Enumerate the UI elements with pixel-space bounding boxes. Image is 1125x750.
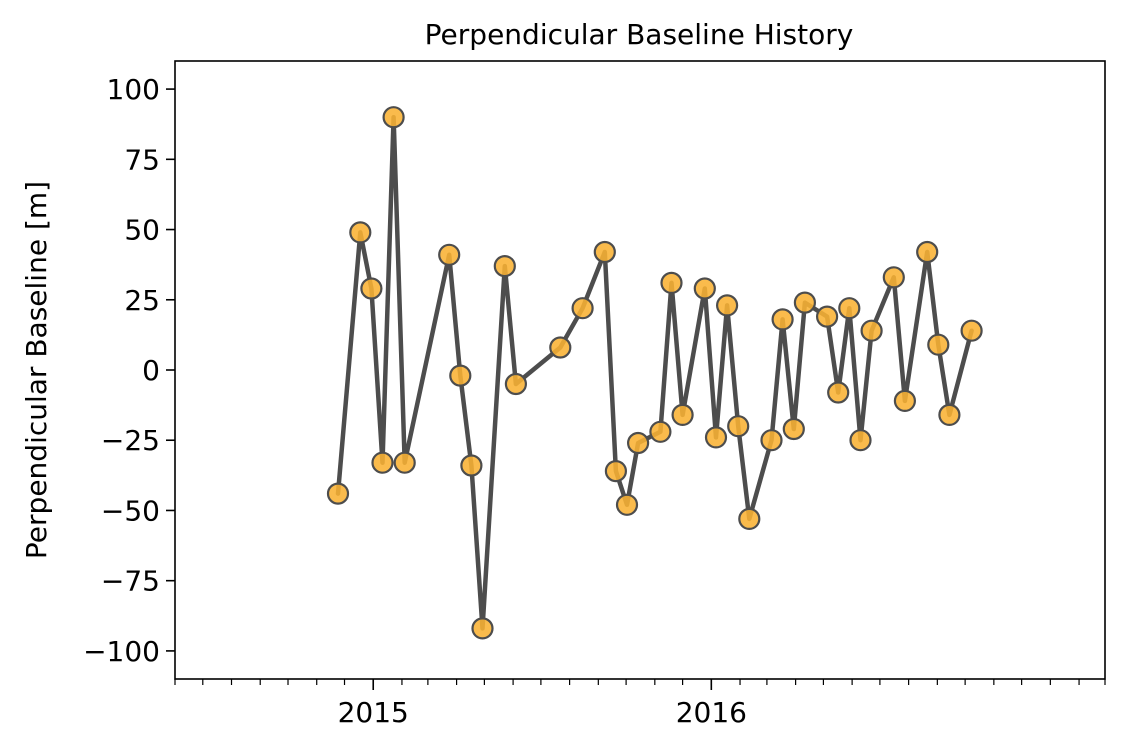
data-point (793, 291, 817, 314)
data-point (738, 507, 761, 531)
data-point (827, 381, 850, 404)
data-point (449, 364, 472, 387)
data-point (382, 106, 405, 129)
data-point (760, 429, 783, 452)
data-point (860, 319, 883, 342)
data-point (782, 417, 805, 441)
y-tick-label: 0 (142, 354, 160, 387)
data-point (549, 336, 572, 359)
data-point (693, 277, 716, 300)
data-point (438, 243, 461, 266)
y-axis-label: Perpendicular Baseline [m] (20, 181, 53, 559)
data-point (326, 482, 350, 505)
plot-frame (174, 60, 1106, 680)
data-point (704, 426, 728, 449)
data-point (349, 221, 372, 244)
data-point (715, 294, 739, 317)
data-point (393, 451, 416, 474)
y-tick-label: −25 (101, 424, 160, 457)
data-point (493, 255, 516, 278)
data-point (771, 308, 794, 331)
data-point (671, 403, 694, 426)
data-point (360, 277, 383, 300)
data-point (660, 271, 683, 294)
data-point (571, 297, 594, 320)
data-point (916, 240, 939, 264)
y-tick-label: −75 (101, 565, 160, 598)
data-point (460, 454, 483, 477)
y-tick-label: 75 (124, 143, 160, 176)
chart-title: Perpendicular Baseline History (425, 18, 854, 51)
data-point (882, 266, 905, 289)
y-tick-label: −100 (83, 635, 160, 668)
data-point (649, 420, 672, 443)
y-tick-label: −50 (101, 494, 160, 527)
data-point (626, 431, 650, 455)
data-point (593, 240, 616, 264)
data-point (849, 429, 872, 452)
data-point (893, 389, 917, 412)
data-point (471, 617, 494, 640)
data-point (371, 451, 394, 474)
data-point (815, 305, 839, 328)
data-point (504, 372, 528, 396)
x-tick-label: 2015 (338, 696, 409, 729)
data-point (838, 297, 861, 320)
data-point (927, 333, 950, 356)
data-point (615, 493, 639, 516)
data-point (727, 415, 750, 438)
y-tick-label: 25 (124, 284, 160, 317)
x-tick-label: 2016 (676, 696, 747, 729)
y-tick-label: 50 (124, 214, 160, 247)
series-line (335, 114, 974, 631)
data-point (938, 403, 961, 426)
y-tick-label: 100 (107, 73, 160, 106)
plot-area: −100 −75 −50 −25 0 25 50 75 100 2015 2016 (83, 60, 1106, 729)
data-point (604, 460, 628, 483)
data-point (960, 319, 983, 342)
